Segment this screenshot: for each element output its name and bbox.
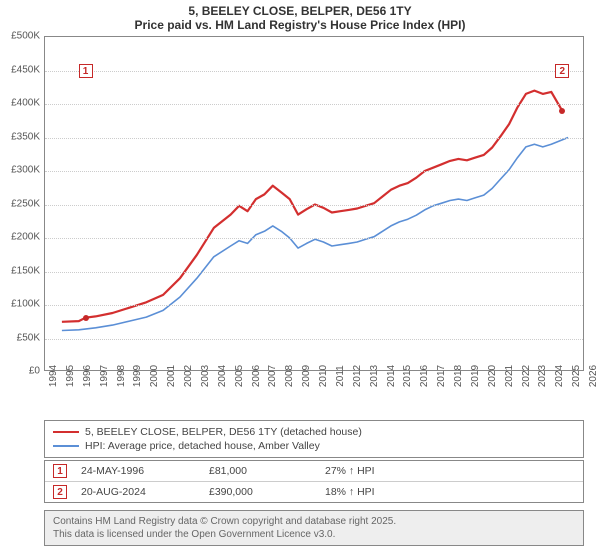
x-tick-label: 2018: [453, 365, 464, 387]
chart-container: 5, BEELEY CLOSE, BELPER, DE56 1TY Price …: [0, 0, 600, 560]
y-tick-label: £150K: [0, 265, 40, 276]
x-tick-label: 2007: [267, 365, 278, 387]
legend-item: 5, BEELEY CLOSE, BELPER, DE56 1TY (detac…: [53, 425, 575, 439]
y-tick-label: £300K: [0, 165, 40, 176]
x-tick-label: 2005: [234, 365, 245, 387]
y-tick-label: £100K: [0, 299, 40, 310]
chart-title-address: 5, BEELEY CLOSE, BELPER, DE56 1TY: [0, 4, 600, 18]
y-tick-label: £0: [0, 366, 40, 377]
sales-row-price: £390,000: [209, 486, 319, 498]
x-tick-label: 1999: [132, 365, 143, 387]
y-tick-label: £250K: [0, 198, 40, 209]
x-tick-label: 2010: [318, 365, 329, 387]
x-tick-label: 2002: [183, 365, 194, 387]
series-line-property: [62, 91, 562, 322]
gridline: [45, 305, 583, 306]
y-tick-label: £350K: [0, 131, 40, 142]
x-tick-label: 2016: [419, 365, 430, 387]
sales-row-date: 20-AUG-2024: [73, 486, 203, 498]
sales-row-delta: 18% ↑ HPI: [325, 486, 575, 498]
legend: 5, BEELEY CLOSE, BELPER, DE56 1TY (detac…: [44, 420, 584, 458]
attribution-box: Contains HM Land Registry data © Crown c…: [44, 510, 584, 546]
x-tick-label: 1994: [48, 365, 59, 387]
x-tick-label: 2011: [335, 365, 346, 387]
x-tick-label: 1998: [116, 365, 127, 387]
sale-marker-box: 1: [79, 64, 93, 78]
x-tick-label: 2025: [571, 365, 582, 387]
x-tick-label: 2015: [402, 365, 413, 387]
gridline: [45, 138, 583, 139]
chart-title-subtitle: Price paid vs. HM Land Registry's House …: [0, 18, 600, 32]
legend-label: HPI: Average price, detached house, Ambe…: [85, 440, 320, 452]
x-tick-label: 2000: [149, 365, 160, 387]
y-tick-label: £400K: [0, 98, 40, 109]
x-tick-label: 2026: [588, 365, 599, 387]
sale-marker-box: 2: [555, 64, 569, 78]
x-tick-label: 2014: [386, 365, 397, 387]
y-tick-label: £50K: [0, 332, 40, 343]
x-tick-label: 2020: [487, 365, 498, 387]
sales-row-marker: 1: [53, 464, 67, 478]
y-tick-label: £200K: [0, 232, 40, 243]
x-tick-label: 2017: [436, 365, 447, 387]
legend-swatch: [53, 445, 79, 447]
sales-row: 1 24-MAY-1996 £81,000 27% ↑ HPI: [45, 461, 583, 481]
x-tick-label: 1997: [99, 365, 110, 387]
y-tick-label: £500K: [0, 31, 40, 42]
legend-item: HPI: Average price, detached house, Ambe…: [53, 439, 575, 453]
legend-swatch: [53, 431, 79, 433]
chart-area: 12 £0£50K£100K£150K£200K£250K£300K£350K£…: [0, 36, 600, 416]
x-tick-label: 2024: [554, 365, 565, 387]
series-line-hpi: [62, 138, 568, 331]
gridline: [45, 71, 583, 72]
sale-marker-dot: [83, 315, 89, 321]
x-tick-label: 2003: [200, 365, 211, 387]
sales-row: 2 20-AUG-2024 £390,000 18% ↑ HPI: [45, 481, 583, 502]
gridline: [45, 238, 583, 239]
y-tick-label: £450K: [0, 64, 40, 75]
x-tick-label: 2008: [284, 365, 295, 387]
x-tick-label: 1995: [65, 365, 76, 387]
attribution-line1: Contains HM Land Registry data © Crown c…: [53, 515, 575, 528]
sales-row-delta: 27% ↑ HPI: [325, 465, 575, 477]
legend-label: 5, BEELEY CLOSE, BELPER, DE56 1TY (detac…: [85, 426, 362, 438]
chart-lines-svg: [45, 37, 583, 370]
gridline: [45, 171, 583, 172]
sales-row-marker: 2: [53, 485, 67, 499]
gridline: [45, 339, 583, 340]
sales-row-date: 24-MAY-1996: [73, 465, 203, 477]
sales-table: 1 24-MAY-1996 £81,000 27% ↑ HPI 2 20-AUG-2024…: [44, 460, 584, 503]
chart-titles: 5, BEELEY CLOSE, BELPER, DE56 1TY Price …: [0, 0, 600, 32]
plot-area: 12: [44, 36, 584, 371]
x-tick-label: 2022: [521, 365, 532, 387]
x-tick-label: 2021: [504, 365, 515, 387]
sales-row-price: £81,000: [209, 465, 319, 477]
x-tick-label: 2004: [217, 365, 228, 387]
gridline: [45, 104, 583, 105]
x-tick-label: 1996: [82, 365, 93, 387]
x-tick-label: 2006: [251, 365, 262, 387]
x-tick-label: 2019: [470, 365, 481, 387]
gridline: [45, 205, 583, 206]
sale-marker-dot: [559, 108, 565, 114]
x-tick-label: 2013: [369, 365, 380, 387]
x-tick-label: 2001: [166, 365, 177, 387]
x-tick-label: 2009: [301, 365, 312, 387]
x-tick-label: 2023: [537, 365, 548, 387]
attribution-line2: This data is licensed under the Open Gov…: [53, 528, 575, 541]
x-tick-label: 2012: [352, 365, 363, 387]
gridline: [45, 272, 583, 273]
